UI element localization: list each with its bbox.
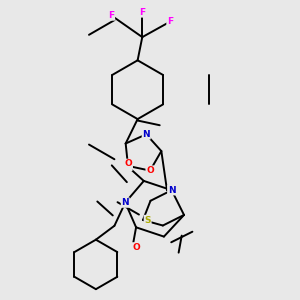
Text: S: S (144, 215, 151, 224)
Text: F: F (108, 11, 114, 20)
Text: F: F (167, 17, 173, 26)
Text: O: O (124, 159, 132, 168)
Text: N: N (122, 198, 129, 207)
Text: O: O (132, 243, 140, 252)
Text: N: N (142, 130, 150, 139)
Text: N: N (124, 161, 132, 170)
Text: N: N (168, 186, 176, 195)
Text: F: F (139, 8, 145, 17)
Text: O: O (146, 166, 154, 175)
